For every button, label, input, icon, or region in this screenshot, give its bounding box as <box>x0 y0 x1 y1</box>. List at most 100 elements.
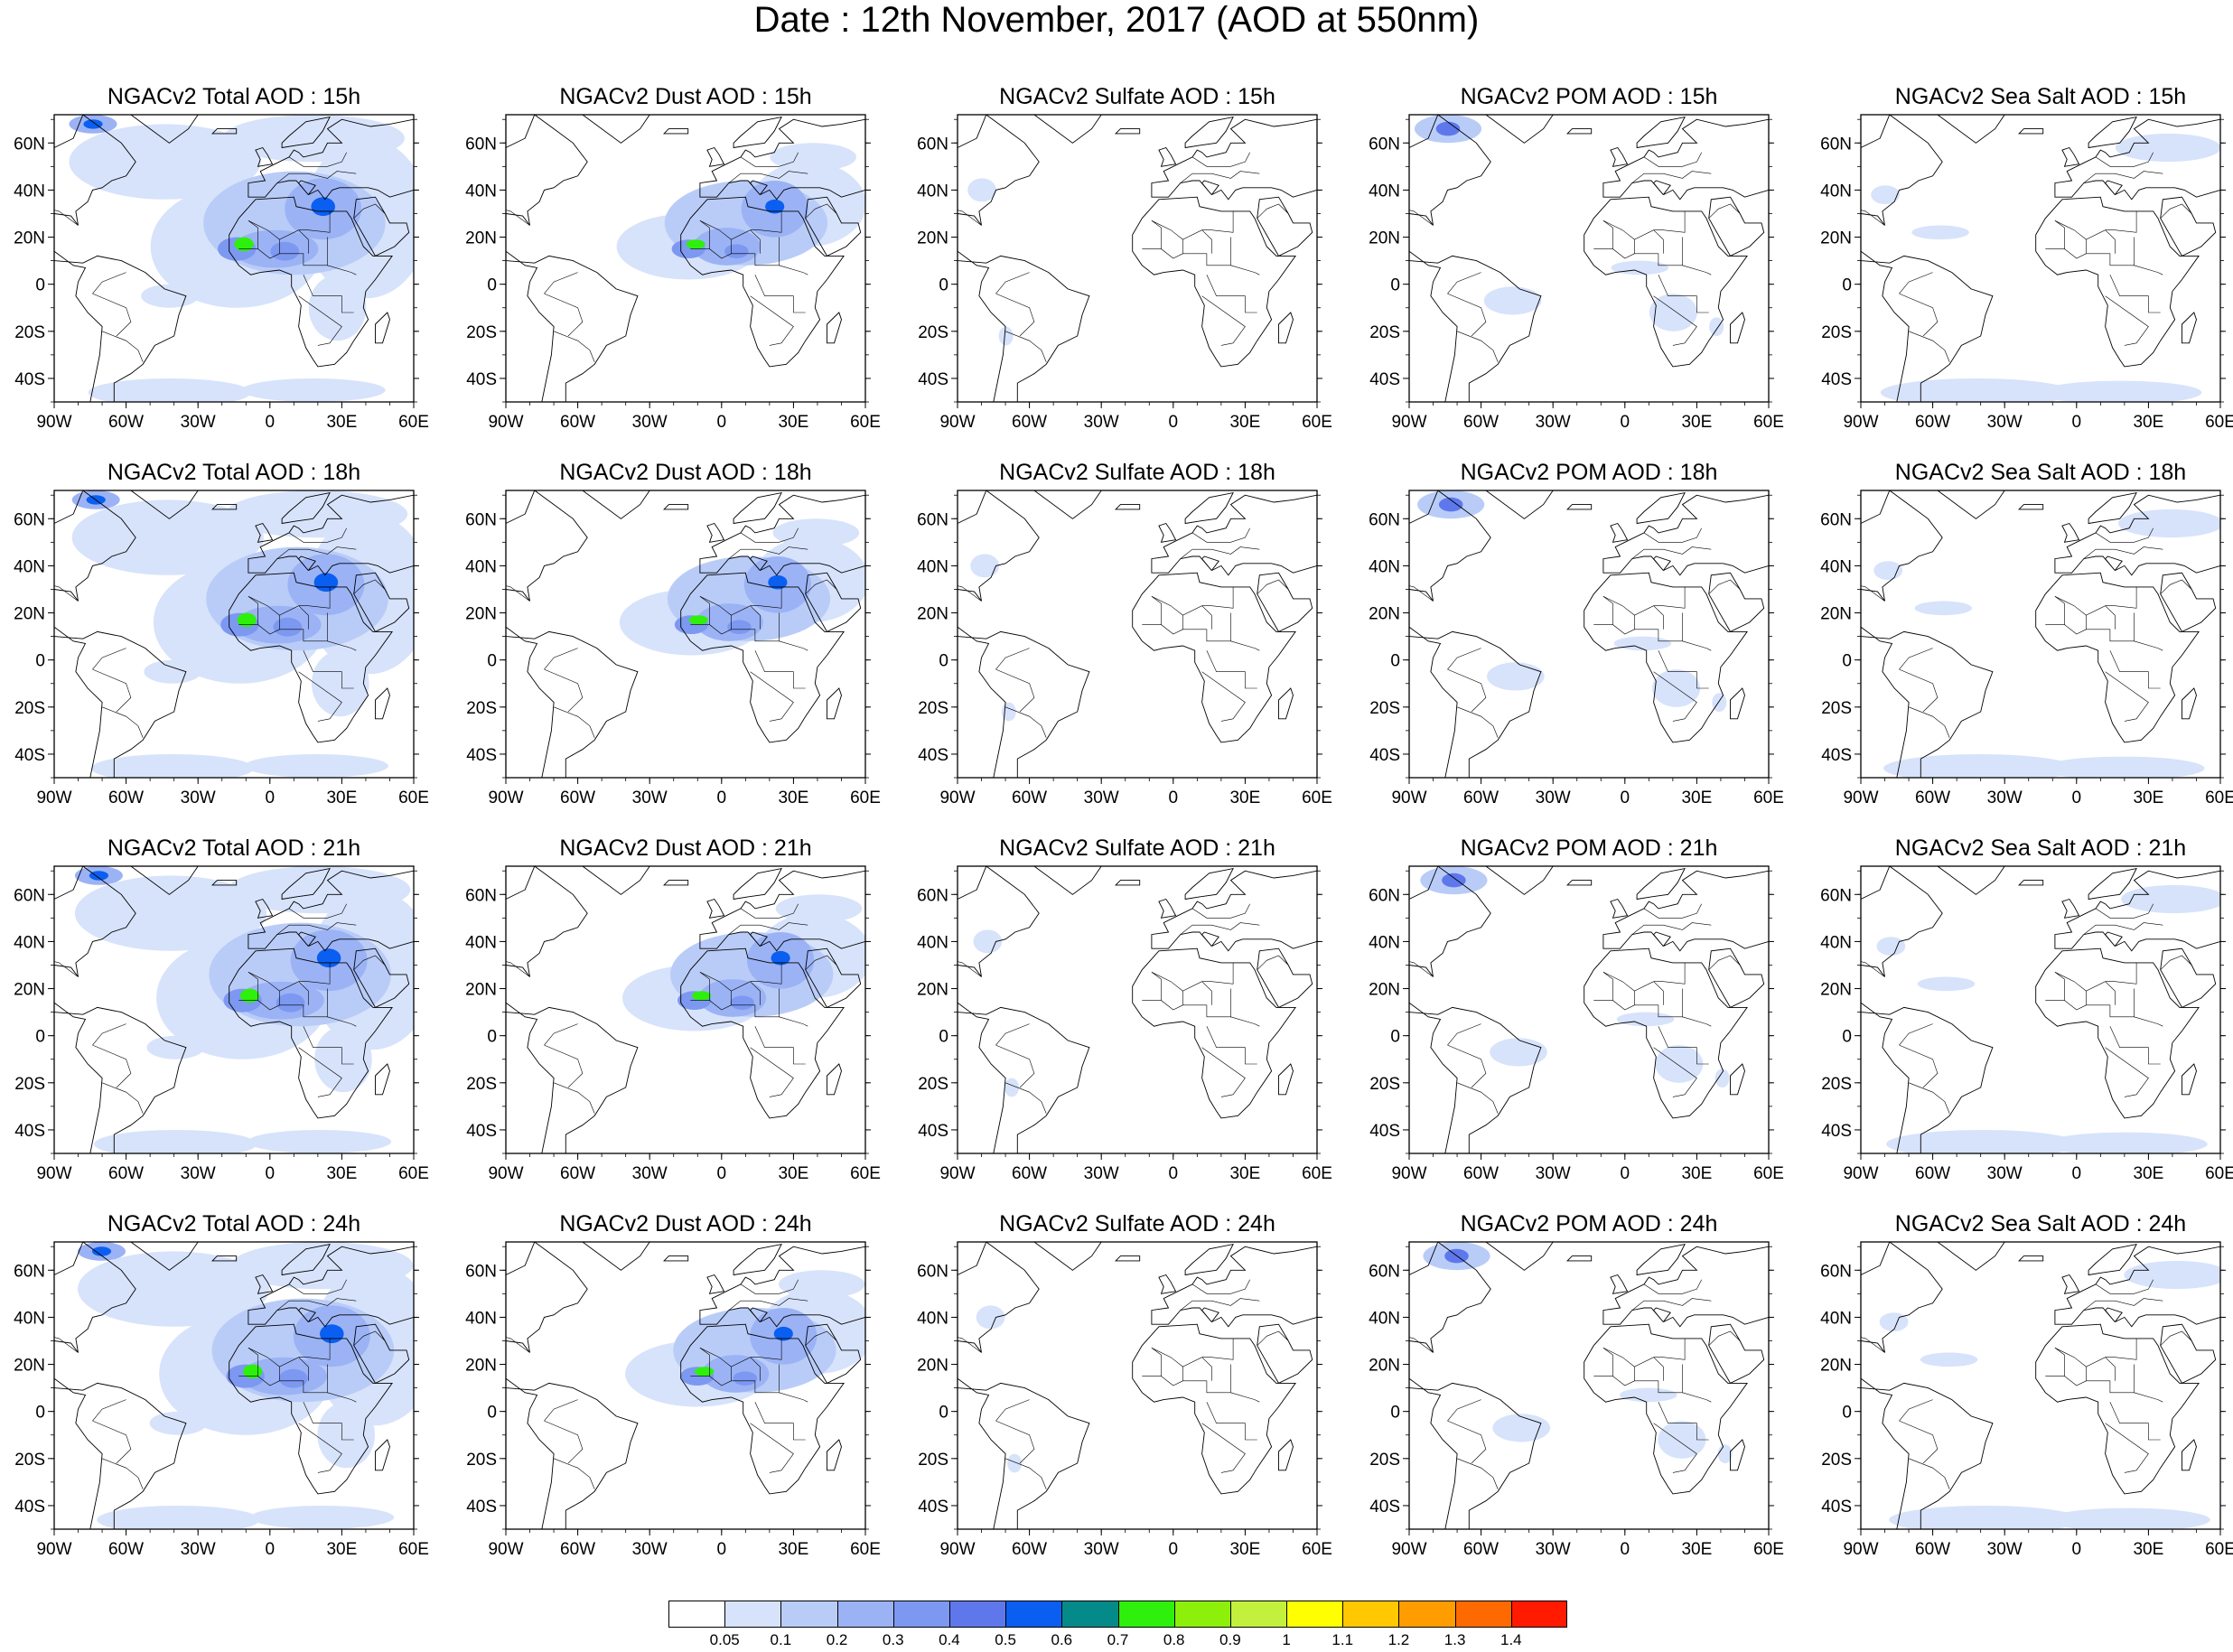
country-border <box>248 962 331 992</box>
lon-tick-label: 90W <box>1391 1540 1426 1559</box>
lat-tick-label: 40N <box>14 1309 45 1328</box>
lon-tick-label: 60E <box>398 1164 429 1183</box>
country-border <box>1653 605 1664 630</box>
coastline-iceland <box>1566 128 1593 135</box>
country-border <box>1658 650 1709 689</box>
lat-tick-label: 40S <box>466 1498 497 1517</box>
coastline-europe <box>248 1246 414 1328</box>
lat-tick-label: 20N <box>1369 981 1400 1000</box>
country-border <box>1004 1458 1047 1489</box>
country-border <box>750 1047 794 1097</box>
lat-tick-label: 0 <box>939 1028 948 1047</box>
coastline-greenland <box>1937 115 2005 144</box>
aod-shading <box>1613 636 1672 651</box>
coastline-scandinavia <box>281 867 331 901</box>
coastline-europe <box>1151 870 1317 952</box>
country-border <box>2105 1357 2116 1381</box>
coastline-samerica <box>1861 1377 1994 1529</box>
lon-tick-label: 90W <box>939 413 975 432</box>
lat-tick-label: 0 <box>35 276 45 295</box>
coastline-uk <box>1158 1274 1177 1294</box>
lat-tick-label: 20N <box>917 605 948 624</box>
aod-shading <box>1658 1421 1706 1459</box>
aod-shading <box>1873 561 1903 580</box>
country-border <box>2160 955 2192 970</box>
aod-shading <box>316 948 341 968</box>
country-border <box>248 220 258 249</box>
country-border <box>1230 1016 1260 1027</box>
lon-tick-label: 60W <box>560 413 595 432</box>
aod-shading <box>149 1411 208 1435</box>
country-border <box>276 171 357 183</box>
coastline-scandinavia <box>1636 867 1686 901</box>
country-border <box>1908 706 1950 738</box>
coastline-arabia <box>1257 1323 1313 1384</box>
lat-tick-label: 40N <box>465 933 497 952</box>
aod-shading <box>1886 1130 2079 1153</box>
country-border <box>279 1364 328 1394</box>
country-border <box>2160 1330 2192 1346</box>
lon-tick-label: 90W <box>488 1540 523 1559</box>
coastline-africa <box>1584 572 1748 743</box>
aod-shading <box>74 875 267 951</box>
aod-shading <box>967 178 996 202</box>
lat-tick-label: 20N <box>1820 605 1852 624</box>
coastline-scandinavia <box>1184 491 1234 525</box>
lat-tick-label: 60N <box>917 135 948 154</box>
map-frame <box>1860 114 2221 403</box>
coastline-iceland <box>1115 880 1141 886</box>
lon-tick-label: 0 <box>1621 1540 1630 1559</box>
country-border <box>690 624 732 635</box>
lat-tick-label: 40S <box>1821 1498 1852 1517</box>
country-border <box>1230 640 1260 651</box>
aod-shading <box>311 197 336 217</box>
lon-tick-label: 30W <box>181 789 216 807</box>
aod-shading <box>90 754 255 778</box>
lon-tick-label: 60W <box>108 413 144 432</box>
lat-tick-label: 60N <box>1369 1262 1400 1281</box>
coastline-iceland <box>1115 128 1141 135</box>
coastline-madagascar <box>2182 312 2197 344</box>
coastline-iceland <box>1115 504 1141 510</box>
country-border <box>1861 1337 1885 1353</box>
lon-tick-label: 90W <box>36 1540 71 1559</box>
lat-tick-label: 40N <box>1369 1309 1400 1328</box>
map-frame <box>1408 865 1770 1154</box>
aod-map: 90W 60W 30W 0 30E 60E 60N 40N 20N 0 20S 40S <box>14 114 429 432</box>
aod-shading <box>237 612 257 628</box>
colorbar-label: 1 <box>1282 1631 1291 1648</box>
lat-tick-label: 60N <box>1820 1262 1852 1281</box>
lon-tick-label: 60E <box>2205 789 2233 807</box>
aod-map: 90W 60W 30W 0 30E 60E 60N 40N 20N 0 20S 40S <box>465 490 881 807</box>
coastline-europe <box>699 870 865 952</box>
aod-shading <box>1911 225 1969 240</box>
coastline-iceland <box>2018 880 2044 886</box>
lon-tick-label: 30W <box>1987 1540 2023 1559</box>
aod-map: 90W 60W 30W 0 30E 60E 60N 40N 20N 0 20S 40S <box>917 490 1332 807</box>
aod-shading <box>234 237 254 252</box>
coastline-greenland <box>1033 866 1102 895</box>
country-border <box>1447 1044 1487 1088</box>
coastline-namerica <box>958 115 1040 226</box>
country-border <box>1257 579 1289 594</box>
country-border <box>92 1023 126 1046</box>
lon-tick-label: 60E <box>850 1164 881 1183</box>
coastline-greenland <box>1485 1242 1554 1271</box>
lat-tick-label: 20N <box>917 1357 948 1376</box>
country-border <box>1643 1279 1702 1294</box>
aod-shading <box>239 988 260 1003</box>
aod-shading <box>1883 754 2076 778</box>
country-border <box>1409 585 1434 602</box>
country-border <box>1206 275 1257 313</box>
country-border <box>506 210 530 226</box>
country-border <box>1602 1348 1613 1377</box>
coastline-scandinavia <box>1636 1243 1686 1276</box>
map-panel-total-24h: NGACv2 Total AOD : 24h 90W 60W 30W 0 30E 60E 60… <box>0 1210 429 1559</box>
aod-shading <box>1714 1069 1730 1087</box>
lat-tick-label: 40S <box>14 746 45 765</box>
lat-tick-label: 0 <box>487 1028 497 1047</box>
aod-shading <box>768 574 788 590</box>
map-frame <box>53 1241 415 1530</box>
coastline-madagascar <box>375 312 390 344</box>
colorbar-swatch <box>892 1601 950 1628</box>
